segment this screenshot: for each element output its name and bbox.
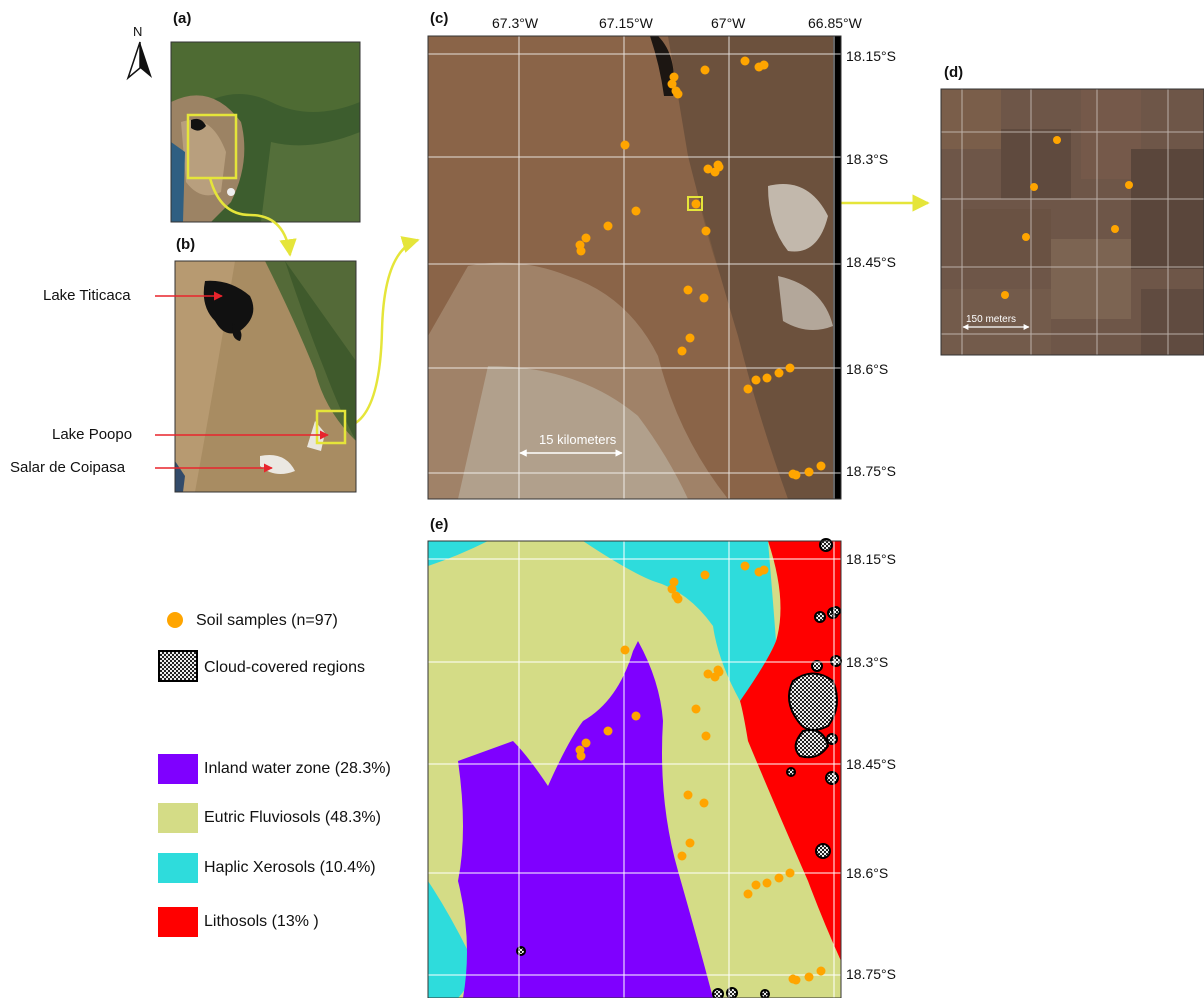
sample-point [760,566,769,575]
sample-point [805,973,814,982]
sample-point [752,881,761,890]
sample-point [714,666,723,675]
lat-tick-e-3: 18.45°S [846,756,896,772]
sample-point [686,839,695,848]
sample-point [678,347,687,356]
legend-cloud-icon [158,650,198,682]
sample-point [752,376,761,385]
legend-swatch-3 [158,907,198,937]
sample-point-d [1022,233,1030,241]
sample-point [786,364,795,373]
sample-point [701,571,710,580]
lon-tick-3: 67°W [711,15,745,31]
lon-tick-2: 67.15°W [599,15,653,31]
sample-point-d [1125,181,1133,189]
legend-class-label-3: Lithosols (13% ) [204,913,319,931]
sample-point [817,462,826,471]
sample-point [763,374,772,383]
lon-tick-4: 66.85°W [808,15,862,31]
sample-point [632,712,641,721]
sample-point [621,141,630,150]
sample-point-d [1001,291,1009,299]
sample-point [805,468,814,477]
lat-tick-c-5: 18.75°S [846,463,896,479]
sample-point-d [1030,183,1038,191]
lon-tick-1: 67.3°W [492,15,538,31]
panel-c-map [428,36,841,499]
legend-clouds-label: Cloud-covered regions [204,659,365,677]
scale-bar-label-c: 15 kilometers [539,432,616,447]
lat-tick-c-1: 18.15°S [846,48,896,64]
scale-bar-label-d: 150 meters [966,314,1016,325]
sample-point [741,562,750,571]
lat-tick-e-2: 18.3°S [846,654,888,670]
legend-swatch-1 [158,803,198,833]
legend-swatch-0 [158,754,198,784]
sample-point [817,967,826,976]
legend-class-label-1: Eutric Fluviosols (48.3%) [204,809,381,827]
legend-samples-label: Soil samples (n=97) [196,612,338,630]
sample-point [678,852,687,861]
sample-point [582,234,591,243]
sample-point [674,90,683,99]
sample-point [775,874,784,883]
sample-point-d [1053,136,1061,144]
lat-tick-c-2: 18.3°S [846,151,888,167]
sample-point [786,869,795,878]
sample-point [604,727,613,736]
sample-point [684,791,693,800]
sample-point [792,976,801,985]
sample-point [792,471,801,480]
sample-point [760,61,769,70]
sample-point [582,739,591,748]
sample-point [684,286,693,295]
sample-point [577,752,586,761]
sample-point [744,890,753,899]
lat-tick-c-4: 18.6°S [846,361,888,377]
lat-tick-e-4: 18.6°S [846,865,888,881]
sample-point [621,646,630,655]
legend-sample-icon [166,611,186,631]
lat-tick-e-5: 18.75°S [846,966,896,982]
sample-point [632,207,641,216]
sample-point [692,200,701,209]
legend-class-label-0: Inland water zone (28.3%) [204,760,391,778]
sample-point [577,247,586,256]
panel-e-map [428,541,841,998]
sample-point [775,369,784,378]
sample-point [741,57,750,66]
sample-point [686,334,695,343]
sample-point [702,732,711,741]
sample-point [702,227,711,236]
sample-point [692,705,701,714]
sample-point [700,799,709,808]
sample-point [744,385,753,394]
legend-swatch-2 [158,853,198,883]
sample-point [674,595,683,604]
lat-tick-e-1: 18.15°S [846,551,896,567]
sample-point [714,161,723,170]
sample-point [701,66,710,75]
sample-point-d [1111,225,1119,233]
sample-point [763,879,772,888]
legend-class-label-2: Haplic Xerosols (10.4%) [204,859,376,877]
lat-tick-c-3: 18.45°S [846,254,896,270]
sample-point [700,294,709,303]
sample-point [604,222,613,231]
